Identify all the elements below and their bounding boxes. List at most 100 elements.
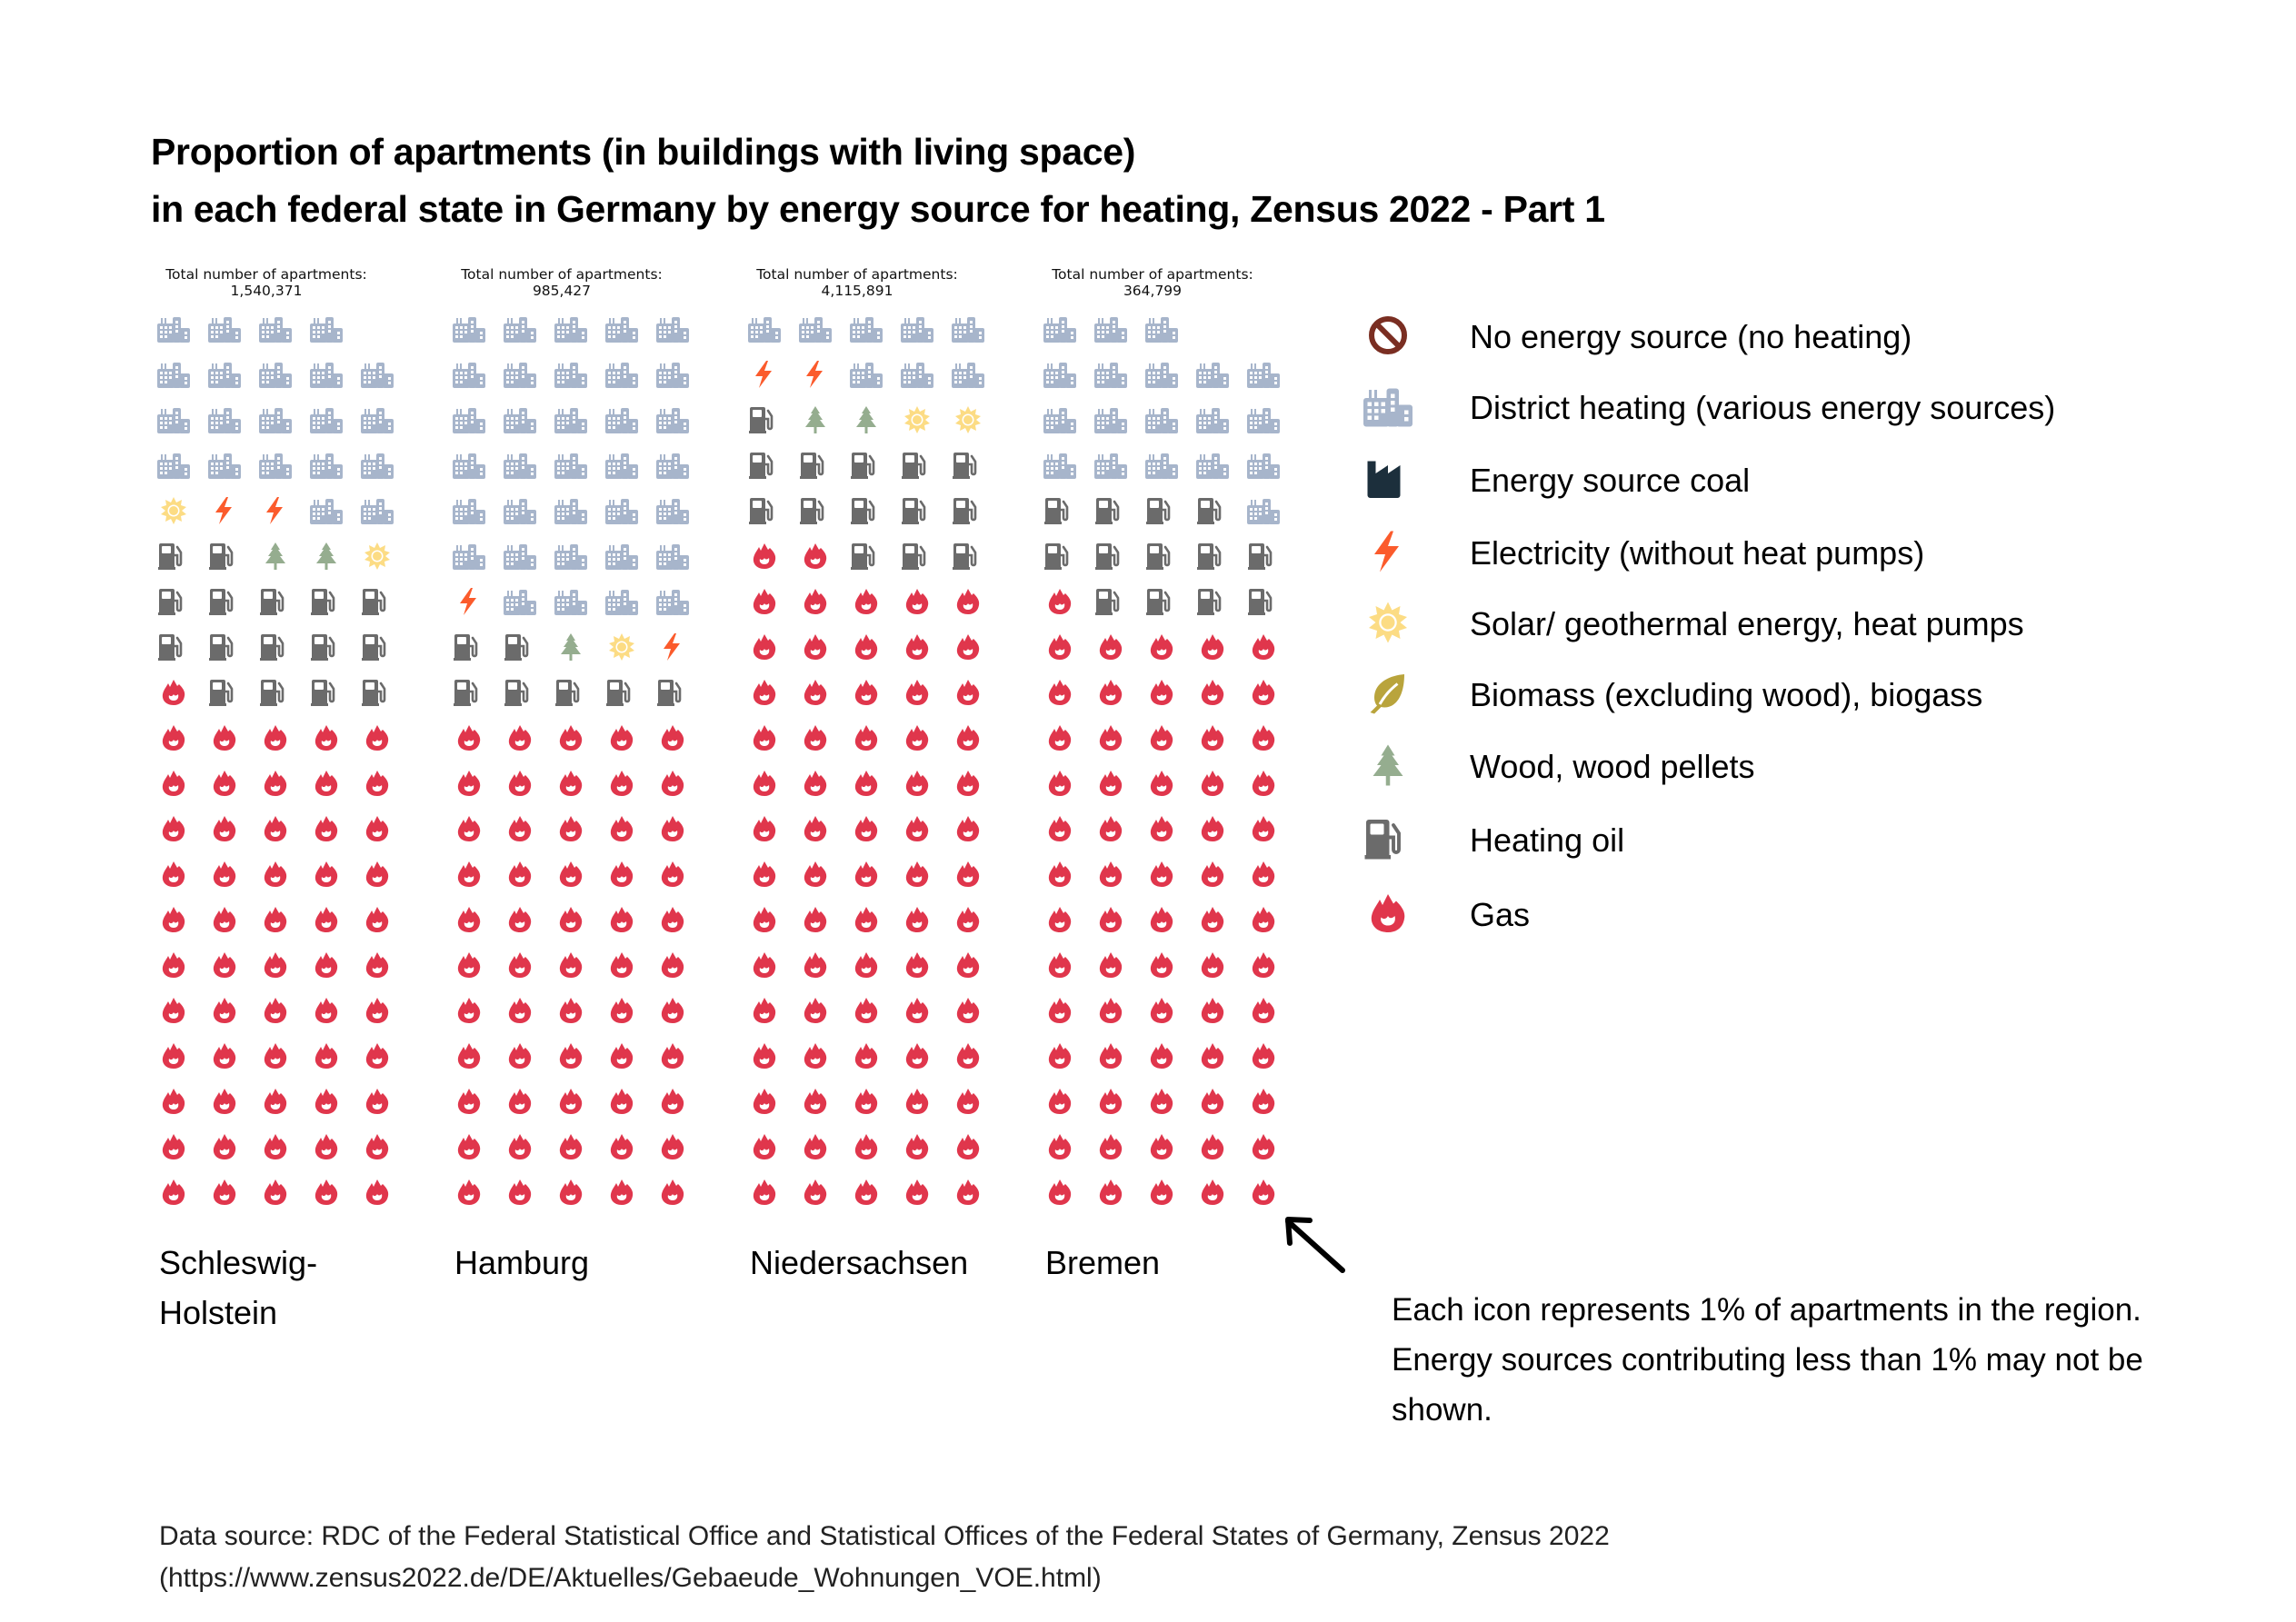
total-apartments-caption: Total number of apartments: bbox=[1052, 266, 1253, 283]
city-buildings-icon bbox=[504, 588, 536, 615]
gas-flame-icon bbox=[1363, 891, 1413, 935]
gas-flame-icon bbox=[748, 1179, 781, 1206]
gas-flame-icon bbox=[656, 724, 689, 751]
gas-flame-icon bbox=[1196, 861, 1229, 888]
fuel-pump-icon bbox=[1196, 588, 1229, 615]
gas-flame-icon bbox=[1145, 633, 1178, 661]
city-buildings-icon bbox=[208, 452, 241, 479]
gas-flame-icon bbox=[1196, 997, 1229, 1024]
gas-flame-icon bbox=[850, 997, 883, 1024]
gas-flame-icon bbox=[1043, 724, 1076, 751]
gas-flame-icon bbox=[748, 951, 781, 979]
fuel-pump-icon bbox=[361, 679, 394, 706]
gas-flame-icon bbox=[453, 951, 485, 979]
gas-flame-icon bbox=[748, 997, 781, 1024]
gas-flame-icon bbox=[799, 542, 832, 570]
gas-flame-icon bbox=[361, 1133, 394, 1160]
total-apartments-caption: Total number of apartments: bbox=[461, 266, 663, 283]
legend-label: Electricity (without heat pumps) bbox=[1470, 534, 1925, 572]
city-buildings-icon bbox=[1247, 406, 1280, 433]
sun-icon bbox=[901, 406, 933, 433]
gas-flame-icon bbox=[605, 997, 638, 1024]
gas-flame-icon bbox=[1094, 679, 1127, 706]
gas-flame-icon bbox=[952, 679, 984, 706]
fuel-pump-icon bbox=[208, 588, 241, 615]
gas-flame-icon bbox=[901, 1042, 933, 1070]
city-buildings-icon bbox=[259, 315, 292, 343]
gas-flame-icon bbox=[748, 633, 781, 661]
gas-flame-icon bbox=[901, 906, 933, 933]
city-buildings-icon bbox=[504, 542, 536, 570]
gas-flame-icon bbox=[157, 997, 190, 1024]
city-buildings-icon bbox=[656, 452, 689, 479]
lightning-bolt-icon bbox=[453, 588, 485, 615]
city-buildings-icon bbox=[748, 315, 781, 343]
fuel-pump-icon bbox=[605, 679, 638, 706]
fuel-pump-icon bbox=[1043, 497, 1076, 524]
gas-flame-icon bbox=[952, 1042, 984, 1070]
gas-flame-icon bbox=[310, 1088, 343, 1115]
city-buildings-icon bbox=[554, 542, 587, 570]
gas-flame-icon bbox=[1094, 1179, 1127, 1206]
gas-flame-icon bbox=[259, 770, 292, 797]
gas-flame-icon bbox=[1094, 815, 1127, 842]
city-buildings-icon bbox=[453, 315, 485, 343]
gas-flame-icon bbox=[453, 1042, 485, 1070]
city-buildings-icon bbox=[504, 497, 536, 524]
gas-flame-icon bbox=[504, 997, 536, 1024]
gas-flame-icon bbox=[1145, 724, 1178, 751]
gas-flame-icon bbox=[799, 679, 832, 706]
city-buildings-icon bbox=[504, 452, 536, 479]
gas-flame-icon bbox=[656, 770, 689, 797]
gas-flame-icon bbox=[208, 815, 241, 842]
gas-flame-icon bbox=[1043, 1042, 1076, 1070]
gas-flame-icon bbox=[799, 1088, 832, 1115]
gas-flame-icon bbox=[554, 951, 587, 979]
gas-flame-icon bbox=[799, 770, 832, 797]
gas-flame-icon bbox=[901, 679, 933, 706]
gas-flame-icon bbox=[157, 770, 190, 797]
region-label: Bremen bbox=[1045, 1238, 1160, 1288]
gas-flame-icon bbox=[259, 815, 292, 842]
total-apartments-label: Total number of apartments: 1,540,371 bbox=[148, 266, 384, 299]
city-buildings-icon bbox=[1145, 361, 1178, 388]
sun-icon bbox=[361, 542, 394, 570]
city-buildings-icon bbox=[504, 315, 536, 343]
gas-flame-icon bbox=[361, 906, 394, 933]
fuel-pump-icon bbox=[748, 452, 781, 479]
total-apartments-value: 1,540,371 bbox=[230, 283, 303, 299]
legend-label: Solar/ geothermal energy, heat pumps bbox=[1470, 605, 2024, 642]
gas-flame-icon bbox=[656, 1042, 689, 1070]
gas-flame-icon bbox=[504, 861, 536, 888]
gas-flame-icon bbox=[259, 1179, 292, 1206]
chart-title-line-2: in each federal state in Germany by ener… bbox=[151, 188, 1605, 230]
city-buildings-icon bbox=[605, 497, 638, 524]
fuel-pump-icon bbox=[799, 497, 832, 524]
gas-flame-icon bbox=[952, 997, 984, 1024]
pine-tree-icon bbox=[850, 406, 883, 433]
gas-flame-icon bbox=[310, 815, 343, 842]
gas-flame-icon bbox=[504, 770, 536, 797]
legend-label: Heating oil bbox=[1470, 821, 1625, 859]
arrow-icon bbox=[1285, 1217, 1345, 1273]
city-buildings-icon bbox=[850, 361, 883, 388]
gas-flame-icon bbox=[952, 815, 984, 842]
gas-flame-icon bbox=[850, 588, 883, 615]
gas-flame-icon bbox=[504, 906, 536, 933]
gas-flame-icon bbox=[361, 815, 394, 842]
gas-flame-icon bbox=[157, 861, 190, 888]
gas-flame-icon bbox=[1145, 997, 1178, 1024]
gas-flame-icon bbox=[656, 861, 689, 888]
region-label-line: Holstein bbox=[159, 1294, 278, 1331]
gas-flame-icon bbox=[310, 724, 343, 751]
fuel-pump-icon bbox=[901, 497, 933, 524]
gas-flame-icon bbox=[208, 997, 241, 1024]
gas-flame-icon bbox=[1043, 1179, 1076, 1206]
gas-flame-icon bbox=[656, 1179, 689, 1206]
gas-flame-icon bbox=[259, 1042, 292, 1070]
pine-tree-icon bbox=[310, 542, 343, 570]
gas-flame-icon bbox=[1043, 588, 1076, 615]
gas-flame-icon bbox=[1196, 770, 1229, 797]
gas-flame-icon bbox=[1094, 633, 1127, 661]
gas-flame-icon bbox=[453, 906, 485, 933]
